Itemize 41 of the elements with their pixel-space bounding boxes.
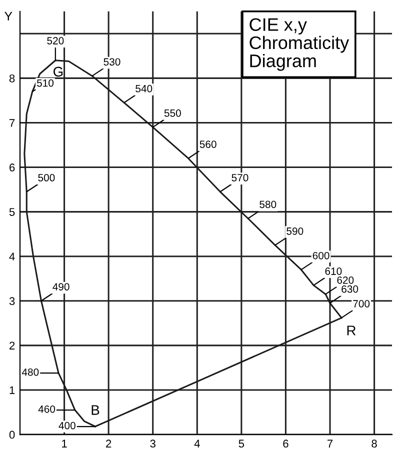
annotation: 610 <box>325 268 342 275</box>
y-tick-label: 4 <box>9 252 15 260</box>
x-tick-label: 8 <box>372 440 377 448</box>
x-tick-label: 3 <box>150 440 156 448</box>
annotation: 570 <box>232 174 248 182</box>
y-tick-label: 1 <box>10 386 15 394</box>
annotation: B <box>92 405 100 415</box>
annotation: 530 <box>104 58 120 66</box>
x-tick-label: 2 <box>106 440 112 448</box>
annotation: 490 <box>52 283 70 291</box>
y-tick-label: 2 <box>10 342 15 350</box>
annotation: 400 <box>58 422 76 430</box>
x-tick-label: 5 <box>238 440 244 448</box>
annotation: 600 <box>312 252 330 260</box>
annotation: G <box>54 66 63 77</box>
x-tick-label: 4 <box>194 440 200 448</box>
y-tick-label: 5 <box>9 208 15 216</box>
y-tick-label: 0 <box>9 430 15 439</box>
annotation: 560 <box>200 140 216 148</box>
annotation: 630 <box>342 285 358 293</box>
annotation: 460 <box>38 405 56 413</box>
annotation: 500 <box>38 174 55 182</box>
y-axis-title: Y <box>4 12 12 20</box>
x-tick-label: 7 <box>327 440 333 448</box>
annotation: 590 <box>286 227 304 235</box>
annotation: 620 <box>337 276 354 284</box>
annotation: 510 <box>36 79 54 87</box>
x-tick-label: 1 <box>62 440 67 448</box>
text: CIE x,y Chromaticity Diagram <box>250 18 350 71</box>
annotation: 700 <box>353 300 370 308</box>
y-tick-label: 7 <box>10 119 15 127</box>
annotation: 480 <box>22 368 39 376</box>
y-tick-label: 8 <box>9 74 15 82</box>
annotation: 520 <box>47 37 64 44</box>
annotation: 580 <box>260 200 276 208</box>
annotation: R <box>347 326 356 336</box>
annotation: 540 <box>136 84 152 92</box>
y-tick-label: 3 <box>9 297 15 306</box>
annotation: 550 <box>164 109 181 117</box>
x-tick-label: 6 <box>283 440 288 448</box>
y-tick-label: 6 <box>10 164 15 172</box>
